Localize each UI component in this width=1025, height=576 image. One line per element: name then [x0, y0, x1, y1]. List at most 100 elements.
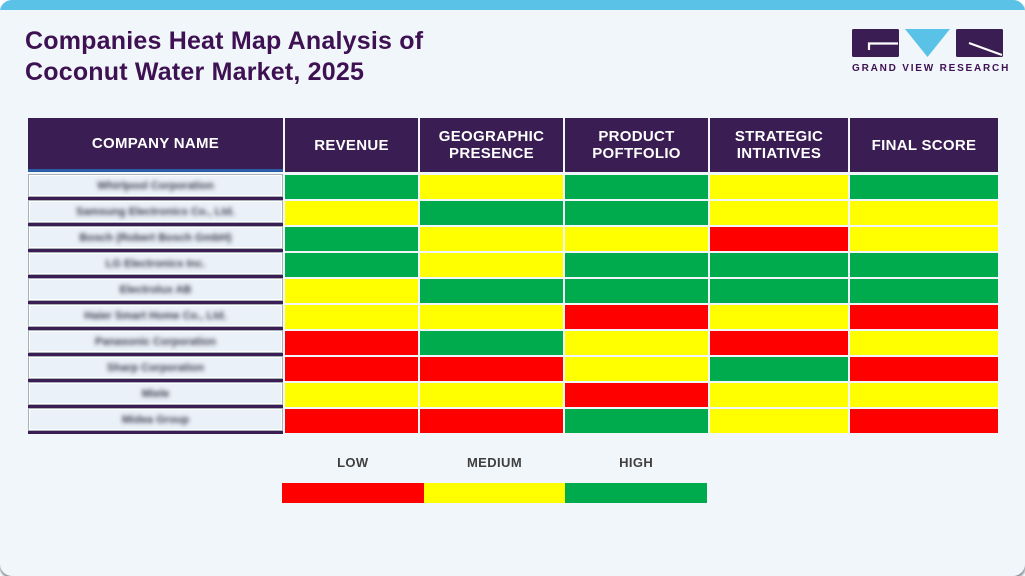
- heatmap-cell: [285, 227, 418, 251]
- company-name: LG Electronics Inc.: [105, 257, 206, 270]
- company-name: Miele: [141, 387, 170, 400]
- company-name: Samsung Electronics Co., Ltd.: [76, 205, 235, 218]
- company-name-frame: Miele: [28, 382, 283, 405]
- heatmap-cell: [285, 253, 418, 277]
- heatmap-cell-wrap: [565, 252, 708, 278]
- heatmap-cell: [710, 253, 848, 277]
- heatmap-cell-wrap: [420, 226, 563, 252]
- company-name-frame: Bosch (Robert Bosch GmbH): [28, 226, 283, 249]
- heatmap-cell-wrap: [710, 200, 848, 226]
- company-name-inner: Panasonic Corporation: [30, 332, 281, 351]
- legend-segment-medium: [423, 483, 566, 503]
- table-row: Sharp Corporation: [28, 356, 998, 382]
- company-name-frame: Panasonic Corporation: [28, 330, 283, 353]
- company-name-frame: Whirlpool Corporation: [28, 174, 283, 197]
- company-name-cell: Midea Group: [28, 408, 283, 434]
- heatmap-cell-wrap: [420, 330, 563, 356]
- company-name-frame: Haier Smart Home Co., Ltd.: [28, 304, 283, 327]
- company-name-cell: Haier Smart Home Co., Ltd.: [28, 304, 283, 330]
- heatmap-cell-wrap: [420, 382, 563, 408]
- heatmap-cell-wrap: [850, 252, 998, 278]
- company-name-cell: Electrolux AB: [28, 278, 283, 304]
- column-header-final-score: FINAL SCORE: [850, 118, 998, 172]
- company-name-inner: Whirlpool Corporation: [30, 176, 281, 195]
- heatmap-cell: [850, 253, 998, 277]
- heatmap-cell: [565, 331, 708, 355]
- heatmap-cell-wrap: [420, 278, 563, 304]
- heatmap-cell: [420, 227, 563, 251]
- heatmap-cell: [710, 383, 848, 407]
- heatmap-cell: [420, 357, 563, 381]
- company-name-inner: Samsung Electronics Co., Ltd.: [30, 202, 281, 221]
- heatmap-cell-wrap: [710, 226, 848, 252]
- heatmap-cell-wrap: [710, 408, 848, 434]
- legend-bar: [282, 483, 708, 503]
- heatmap-cell: [850, 357, 998, 381]
- heatmap-cell-wrap: [850, 174, 998, 200]
- heatmap-cell: [420, 331, 563, 355]
- table-row: Haier Smart Home Co., Ltd.: [28, 304, 998, 330]
- company-name: Electrolux AB: [119, 283, 192, 296]
- company-name-inner: Electrolux AB: [30, 280, 281, 299]
- column-header-company: COMPANY NAME: [28, 118, 283, 172]
- company-name-inner: Sharp Corporation: [30, 358, 281, 377]
- heatmap-cell: [850, 331, 998, 355]
- heatmap-cell-wrap: [285, 356, 418, 382]
- heatmap-cell: [285, 357, 418, 381]
- heatmap-cell: [710, 201, 848, 225]
- heatmap-cell: [850, 227, 998, 251]
- heatmap-cell: [285, 305, 418, 329]
- brand-name: GRAND VIEW RESEARCH: [852, 63, 1011, 74]
- heatmap-cell: [850, 279, 998, 303]
- heatmap-cell: [710, 305, 848, 329]
- table-row: LG Electronics Inc.: [28, 252, 998, 278]
- heatmap-cell-wrap: [710, 174, 848, 200]
- heatmap-cell-wrap: [420, 174, 563, 200]
- heatmap-cell: [565, 175, 708, 199]
- heatmap-cell-wrap: [850, 356, 998, 382]
- company-name-frame: Electrolux AB: [28, 278, 283, 301]
- legend-label-low: LOW: [337, 455, 369, 470]
- heatmap-cell-wrap: [565, 304, 708, 330]
- logo-v-icon: [905, 29, 950, 57]
- company-name-cell: Panasonic Corporation: [28, 330, 283, 356]
- heatmap-cell-wrap: [565, 278, 708, 304]
- table-row: Electrolux AB: [28, 278, 998, 304]
- heatmap-cell: [420, 383, 563, 407]
- company-name-frame: Midea Group: [28, 408, 283, 431]
- heatmap-cell-wrap: [420, 252, 563, 278]
- heatmap-cell: [565, 383, 708, 407]
- company-name: Midea Group: [121, 413, 190, 426]
- page-title-line1: Companies Heat Map Analysis of: [25, 27, 424, 55]
- table-row: Samsung Electronics Co., Ltd.: [28, 200, 998, 226]
- heatmap-cell-wrap: [710, 330, 848, 356]
- table-row: Bosch (Robert Bosch GmbH): [28, 226, 998, 252]
- heatmap-cell-wrap: [420, 200, 563, 226]
- heatmap-cell: [420, 253, 563, 277]
- heatmap-cell-wrap: [710, 304, 848, 330]
- company-name-cell: Miele: [28, 382, 283, 408]
- heatmap-cell-wrap: [420, 356, 563, 382]
- heatmap-cell-wrap: [710, 252, 848, 278]
- column-header-geographic-presence: GEOGRAPHIC PRESENCE: [420, 118, 563, 172]
- heatmap-cell: [285, 383, 418, 407]
- heatmap-cell: [285, 279, 418, 303]
- top-accent-bar: [0, 0, 1025, 10]
- company-name-inner: Miele: [30, 384, 281, 403]
- legend-label-high: HIGH: [619, 455, 654, 470]
- table-row: Panasonic Corporation: [28, 330, 998, 356]
- heatmap-cell: [565, 253, 708, 277]
- gvr-logo: GRAND VIEW RESEARCH: [852, 29, 1008, 74]
- legend: LOW MEDIUM HIGH: [282, 455, 708, 503]
- company-name: Sharp Corporation: [106, 361, 205, 374]
- heatmap-cell-wrap: [850, 330, 998, 356]
- heatmap-cell: [420, 175, 563, 199]
- heatmap-body: Whirlpool Corporation Samsung Electronic…: [28, 174, 998, 434]
- heatmap-cell-wrap: [710, 356, 848, 382]
- company-name-frame: Samsung Electronics Co., Ltd.: [28, 200, 283, 223]
- heatmap-cell-wrap: [285, 174, 418, 200]
- table-row: Whirlpool Corporation: [28, 174, 998, 200]
- heatmap-cell: [565, 305, 708, 329]
- heatmap-cell: [565, 201, 708, 225]
- legend-label-medium: MEDIUM: [466, 455, 523, 470]
